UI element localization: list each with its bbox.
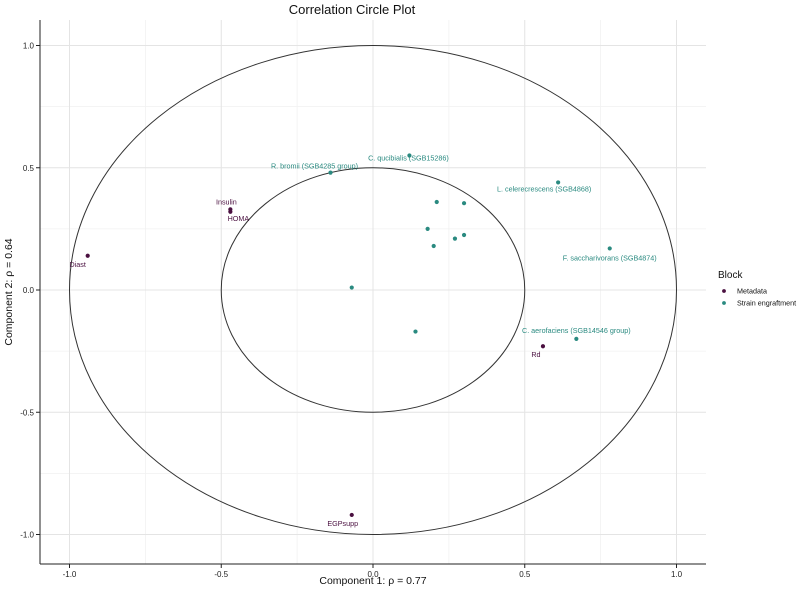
x-axis-label: Component 1: ρ = 0.77 <box>319 575 426 587</box>
data-point <box>540 344 546 349</box>
y-tick-label: -0.5 <box>20 408 34 417</box>
point-label: Diast <box>70 260 86 269</box>
data-points: Insulin HOMA Diast Rd EGPsupp R. bromii (SGB4… <box>70 153 657 528</box>
legend-key <box>722 289 726 293</box>
data-point <box>452 236 458 241</box>
y-tick-label: 1.0 <box>23 42 35 51</box>
data-point <box>607 246 612 251</box>
correlation-circle <box>69 45 677 535</box>
point-label: L. celerecrescens (SGB4868) <box>497 184 591 193</box>
data-point <box>407 153 412 158</box>
legend-entries: Metadata Strain engraftment <box>722 287 796 308</box>
point-label: Insulin <box>216 197 237 206</box>
point-label: R. bromii (SGB4285 group) <box>271 162 358 171</box>
legend-label: Metadata <box>737 287 767 296</box>
data-point <box>413 329 418 334</box>
series-strain-engraftment: R. bromii (SGB4285 group) C. qucibialis (… <box>271 153 657 341</box>
data-point <box>425 226 430 231</box>
data-point <box>574 336 579 341</box>
y-tick-label: 0.0 <box>23 286 35 295</box>
point-label: EGPsupp <box>327 519 358 528</box>
legend-title: Block <box>718 270 743 281</box>
point-label: C. aerofaciens (SGB14546 group) <box>522 326 631 335</box>
data-point <box>431 243 436 249</box>
point-label: Rd <box>531 350 540 359</box>
point-label: HOMA <box>228 214 250 223</box>
y-tick-label: -1.0 <box>20 531 34 540</box>
y-tick-label: 0.5 <box>23 164 35 173</box>
data-point <box>328 170 333 175</box>
correlation-circle <box>220 167 526 413</box>
legend-key <box>722 301 726 305</box>
x-tick-label: -1.0 <box>63 570 77 579</box>
data-point <box>461 232 467 238</box>
chart-title: Correlation Circle Plot <box>289 2 416 17</box>
y-axis-label: Component 2: ρ = 0.64 <box>3 238 15 345</box>
x-tick-label: 0.5 <box>519 570 531 579</box>
axis-ticks: -1.0 -0.5 0.0 0.5 1.0 -1.0 -0.5 0.0 0.5 1.0 <box>20 42 682 580</box>
legend-label: Strain engraftment <box>737 299 796 308</box>
data-point <box>461 201 467 206</box>
x-tick-label: 1.0 <box>671 570 683 579</box>
point-label: C. qucibialis (SGB15286) <box>368 154 449 163</box>
data-point <box>556 180 561 185</box>
legend: Block Metadata Strain engraftment <box>718 270 796 308</box>
data-point <box>228 209 233 214</box>
x-tick-label: 0.0 <box>367 570 379 579</box>
data-point <box>349 285 354 290</box>
point-label: F. saccharivorans (SGB4874) <box>563 253 657 262</box>
x-tick-label: -0.5 <box>214 570 228 579</box>
data-point <box>349 512 354 518</box>
data-point <box>434 199 439 205</box>
correlation-circles <box>69 45 677 535</box>
series-metadata: Insulin HOMA Diast Rd EGPsupp <box>70 197 546 528</box>
data-point <box>85 253 90 258</box>
